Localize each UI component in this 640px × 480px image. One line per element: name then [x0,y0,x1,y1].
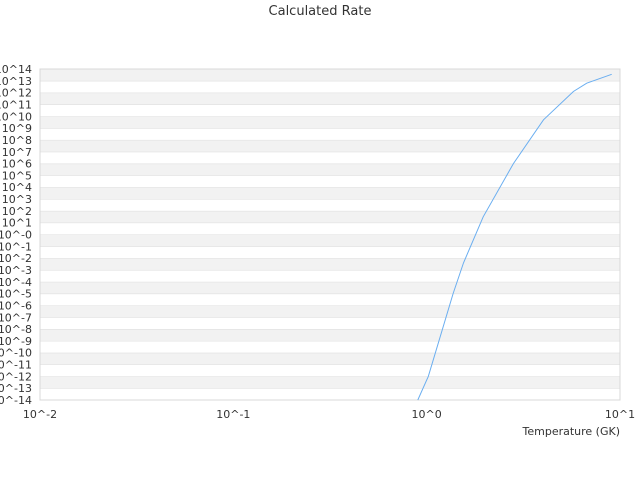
grid-band [40,151,620,164]
y-tick-label: 10^3 [2,193,32,206]
x-tick-label: 10^-2 [23,408,57,421]
grid-band [40,116,620,129]
y-tick-label: 10^-5 [0,288,32,301]
y-tick-label: 10^-6 [0,299,32,312]
y-tick-label: 10^-8 [0,323,32,336]
grid-band [40,329,620,341]
grid-band [40,281,620,294]
grid-band [40,210,620,223]
grid-band [40,104,620,117]
grid-band [40,317,620,330]
grid-band [40,376,620,389]
grid-band [40,293,620,306]
grid-band [40,139,620,152]
y-tick-label: 10^-0 [0,229,32,242]
y-tick-label: 10^9 [2,122,32,135]
y-tick-label: 10^-7 [0,311,32,324]
grid-band [40,175,620,188]
y-tick-label: 10^-4 [0,276,32,289]
grid-band [40,187,620,200]
y-tick-label: 10^12 [0,87,32,100]
y-tick-label: 10^14 [0,63,32,76]
grid-band [40,246,620,259]
series-line [417,73,612,401]
grid-band [40,92,620,105]
grid-band [40,222,620,235]
x-axis-label: Temperature (GK) [522,425,621,438]
grid-band [40,234,620,247]
grid-band [40,352,620,365]
grid-band [40,305,620,318]
y-tick-label: 10^-12 [0,370,32,383]
grid-band [40,199,620,211]
y-tick-label: 10^2 [2,205,32,218]
y-tick-label: 10^7 [2,146,32,159]
y-tick-label: 10^-11 [0,359,32,372]
x-tick-label: 10^1 [605,408,635,421]
y-tick-label: 10^8 [2,134,32,147]
y-tick-label: 10^10 [0,110,32,123]
y-tick-label: 10^-2 [0,252,32,265]
grid-band [40,340,620,353]
y-tick-label: 10^5 [2,169,32,182]
grid-band [40,163,620,176]
x-tick-label: 10^0 [412,408,442,421]
y-tick-label: 10^4 [2,181,32,194]
y-tick-label: 10^11 [0,98,32,111]
y-tick-label: 10^13 [0,75,32,88]
y-tick-label: 10^-9 [0,335,32,348]
y-tick-label: 10^-1 [0,240,32,253]
grid-band [40,80,620,93]
y-tick-label: 10^-14 [0,394,32,407]
chart-title: Calculated Rate [268,4,372,19]
y-tick-label: 10^-10 [0,347,32,360]
grid-band [40,258,620,270]
y-tick-label: 10^-13 [0,382,32,395]
grid-band [40,269,620,282]
grid-band [40,128,620,140]
y-tick-label: 10^1 [2,217,32,230]
grid-band [40,69,620,81]
plot-border [39,68,621,401]
grid-band [40,364,620,377]
x-tick-label: 10^-1 [216,408,250,421]
grid-band [40,388,620,400]
y-tick-label: 10^-3 [0,264,32,277]
y-tick-label: 10^6 [2,158,32,171]
